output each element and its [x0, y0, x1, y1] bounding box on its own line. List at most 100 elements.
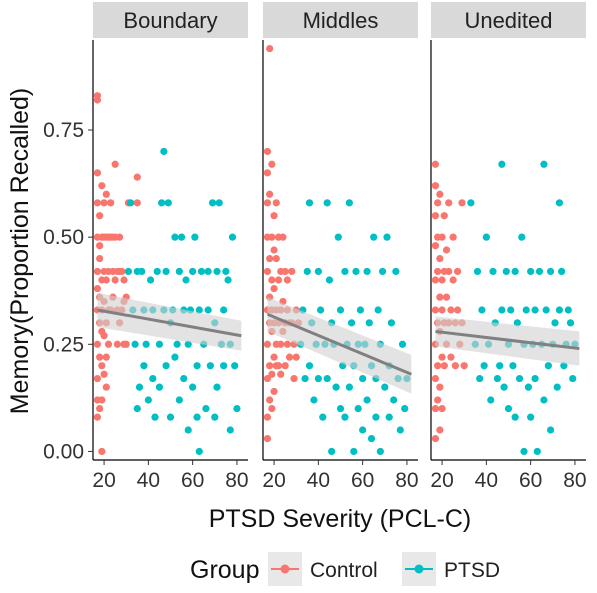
data-point	[359, 374, 367, 383]
data-point	[305, 199, 314, 207]
data-point	[520, 447, 528, 456]
data-point	[453, 267, 462, 276]
data-point	[350, 447, 358, 456]
data-point	[228, 233, 237, 241]
data-point	[158, 199, 166, 207]
data-point	[493, 374, 502, 383]
data-point	[476, 374, 484, 383]
data-point	[487, 396, 495, 404]
panel-boundary: Boundary 20 40 60 80	[92, 2, 249, 492]
data-point	[332, 383, 340, 391]
data-point	[341, 267, 349, 276]
data-point	[447, 306, 455, 314]
data-point	[345, 199, 353, 207]
data-point	[142, 340, 150, 348]
legend: Group Control PTSD	[190, 552, 500, 586]
data-point	[266, 396, 274, 404]
data-point	[93, 267, 102, 276]
data-point	[270, 353, 278, 361]
data-point	[553, 383, 561, 391]
data-point	[434, 199, 442, 207]
data-point	[473, 267, 482, 276]
data-point	[270, 284, 278, 293]
legend-title: Group	[190, 556, 259, 584]
data-point	[162, 267, 170, 276]
data-point	[496, 362, 504, 370]
data-point	[140, 362, 148, 370]
data-point	[133, 199, 141, 207]
data-point	[303, 267, 311, 276]
series-control	[431, 160, 468, 443]
data-point	[323, 199, 331, 207]
data-point	[215, 199, 223, 207]
data-point	[319, 413, 327, 421]
data-point	[272, 254, 280, 263]
x-axis-title: PTSD Severity (PCL-C)	[209, 505, 472, 533]
data-point	[268, 404, 276, 413]
data-point	[436, 383, 444, 391]
legend-label: PTSD	[444, 559, 500, 582]
x-tick-label: 60	[181, 469, 204, 492]
legend-label: Control	[310, 559, 378, 582]
data-point	[440, 362, 448, 370]
series-ptsd	[124, 147, 241, 456]
data-point	[270, 212, 278, 220]
data-point	[334, 233, 342, 241]
trend-line	[97, 308, 242, 338]
data-point	[500, 383, 508, 391]
data-point	[396, 426, 404, 434]
data-point	[440, 212, 448, 220]
y-axis-title: Memory(Proportion Recalled)	[6, 88, 34, 415]
x-tick-label: 80	[395, 469, 418, 492]
data-point	[277, 370, 285, 378]
data-point	[268, 160, 276, 168]
data-point	[336, 306, 345, 314]
data-point	[376, 447, 384, 456]
data-point	[502, 267, 510, 276]
data-point	[100, 199, 108, 207]
data-point	[533, 447, 541, 456]
facet-label: Unedited	[464, 8, 552, 33]
data-point	[546, 426, 555, 434]
data-point	[522, 306, 530, 314]
data-point	[102, 190, 110, 198]
data-point	[111, 160, 119, 168]
data-point	[100, 370, 108, 378]
data-point	[535, 267, 544, 276]
data-point	[98, 362, 106, 370]
data-point	[305, 362, 314, 370]
data-point	[98, 396, 106, 404]
data-point	[93, 284, 102, 293]
data-point	[263, 267, 272, 276]
x-tick-label: 60	[519, 469, 542, 492]
data-point	[144, 396, 152, 404]
data-point	[540, 396, 548, 404]
trend-line	[266, 312, 412, 376]
data-point	[431, 242, 440, 250]
data-point	[290, 374, 298, 383]
data-point	[489, 267, 497, 276]
data-point	[153, 267, 161, 276]
facet-strip	[93, 2, 248, 38]
data-point	[542, 306, 550, 314]
data-point	[180, 374, 188, 383]
x-tick-label: 80	[225, 469, 248, 492]
data-point	[120, 276, 128, 284]
data-point	[263, 169, 272, 177]
data-point	[270, 246, 278, 254]
data-point	[274, 362, 283, 370]
data-point	[378, 267, 387, 276]
y-tick-label: 0.00	[43, 440, 84, 463]
data-point	[162, 362, 170, 370]
data-point	[372, 413, 380, 421]
data-point	[442, 246, 451, 254]
data-point	[314, 374, 322, 383]
data-point	[220, 362, 228, 370]
data-point	[498, 160, 506, 168]
y-axis: 0.00 0.25 0.50 0.75	[43, 119, 93, 463]
data-point	[133, 404, 141, 413]
data-point	[509, 362, 517, 370]
data-point	[102, 276, 110, 284]
data-point	[155, 340, 164, 348]
data-point	[204, 267, 212, 276]
